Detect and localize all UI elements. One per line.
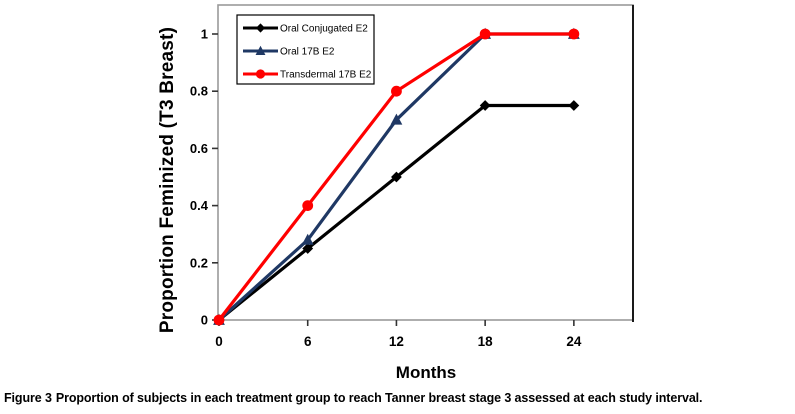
circle-icon (255, 69, 266, 79)
series-line (217, 103, 574, 322)
legend-label: Oral Conjugated E2 (280, 24, 368, 35)
x-tick-label: 18 (478, 334, 494, 349)
x-tick-label: 12 (389, 334, 404, 349)
legend-label: Oral 17B E2 (280, 47, 335, 58)
x-tick-label: 6 (304, 334, 312, 349)
y-tick-label: 0.2 (190, 255, 208, 270)
y-axis-ticks: 0 0.2 0.4 0.6 0.8 1 (190, 27, 218, 328)
figure-caption: Figure 3 Proportion of subjects in each t… (4, 391, 792, 405)
circle-marker (568, 28, 580, 40)
y-tick-label: 0.4 (190, 198, 209, 213)
diamond-marker (391, 171, 402, 183)
series-transdermal-17b-e2 (213, 28, 580, 326)
y-tick-label: 0.8 (190, 84, 208, 99)
circle-marker (391, 85, 402, 97)
triangle-marker (390, 113, 403, 125)
x-axis-ticks: 0 6 12 18 24 (215, 320, 582, 349)
series-oral-conjugated-e2 (213, 100, 580, 326)
x-axis-title: Months (395, 363, 457, 382)
diamond-marker (302, 243, 314, 254)
legend-item-oral-17b-e2: Oral 17B E2 (243, 45, 335, 58)
legend-label: Transdermal 17B E2 (280, 70, 372, 81)
figure-caption-label: Figure 3 (4, 391, 52, 405)
circle-marker (479, 28, 491, 40)
diamond-marker (479, 100, 491, 111)
y-tick-label: 0 (201, 313, 208, 328)
legend-item-transdermal-17b-e2: Transdermal 17B E2 (243, 69, 372, 81)
diamond-icon (255, 23, 266, 33)
x-tick-label: 0 (215, 334, 223, 349)
plot-area: 0 0.2 0.4 0.6 0.8 1 0 6 12 18 24 Oral Conjugated E2… (190, 4, 634, 349)
triangle-marker (301, 233, 314, 245)
circle-marker (213, 314, 225, 326)
legend: Oral Conjugated E2 Oral 17B E2 Transdermal… (236, 14, 375, 85)
x-tick-label: 24 (566, 334, 582, 349)
triangle-icon (255, 45, 266, 56)
y-tick-label: 0.6 (190, 141, 208, 156)
y-tick-label: 1 (201, 27, 208, 42)
legend-item-oral-conjugated-e2: Oral Conjugated E2 (243, 23, 368, 35)
circle-marker (302, 200, 314, 212)
figure-caption-text: Proportion of subjects in each treatment… (55, 391, 703, 405)
diamond-marker (568, 100, 580, 111)
